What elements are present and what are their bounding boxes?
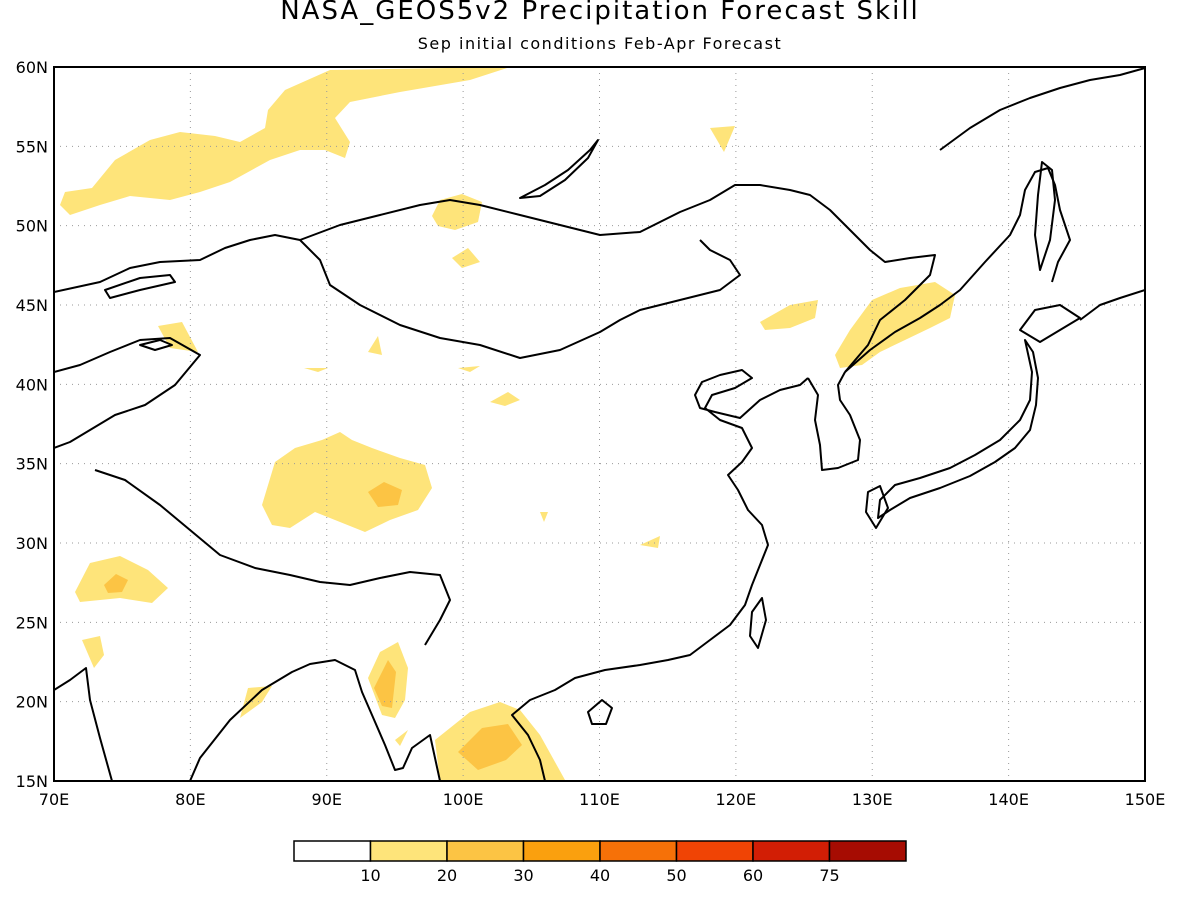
skill-patch (240, 686, 272, 718)
colorbar-level-label: 60 (743, 866, 763, 885)
colorbar-swatch (599, 840, 678, 862)
skill-patch (368, 336, 382, 355)
border-kazakhstan (54, 234, 301, 293)
colorbar-swatch (369, 840, 448, 862)
lake-baikal (519, 139, 599, 199)
island-hainan (587, 699, 613, 725)
coastlines-and-borders (54, 67, 1145, 781)
skill-patch (452, 248, 480, 268)
longitude-labels: 70E 80E 90E 100E 110E 120E 130E 140E 150E (39, 790, 1166, 809)
lat-tick-label: 30N (16, 534, 48, 553)
border-mongolia-south (299, 239, 741, 359)
colorbar-swatch (293, 840, 372, 862)
skill-patch (540, 512, 548, 522)
lake-issyk-kul (139, 339, 173, 351)
lat-tick-label: 25N (16, 613, 48, 632)
coastline-far-east (844, 167, 1071, 373)
island-honshu (877, 339, 1039, 519)
lon-tick-label: 80E (175, 790, 205, 809)
skill-region-tibet-plateau (262, 432, 432, 532)
colorbar-swatch (522, 840, 601, 862)
colorbar-swatch (828, 840, 907, 862)
skill-patch (490, 392, 520, 406)
island-hokkaido (1019, 304, 1081, 343)
border-china-mongolia (299, 184, 936, 373)
colorbar-level-label: 40 (590, 866, 610, 885)
colorbar-level-label: 50 (666, 866, 686, 885)
lat-tick-label: 35N (16, 455, 48, 474)
map-frame (53, 66, 1146, 782)
skill-patch (82, 636, 104, 668)
skill-patch (395, 730, 408, 746)
lat-tick-label: 55N (16, 137, 48, 156)
border-himalaya (94, 469, 451, 646)
skill-patch (158, 322, 198, 352)
skill-region-west-siberia-band (60, 67, 510, 215)
colorbar-swatch (446, 840, 525, 862)
lat-tick-label: 45N (16, 296, 48, 315)
lon-tick-label: 90E (312, 790, 342, 809)
colorbar-swatch (752, 840, 831, 862)
lat-tick-label: 40N (16, 375, 48, 394)
colorbar-level-label: 75 (819, 866, 839, 885)
lon-tick-label: 120E (716, 790, 757, 809)
skill-patch (304, 368, 328, 372)
lon-tick-label: 100E (443, 790, 484, 809)
border-central-asia (54, 337, 201, 449)
skill-region-india-northwest-core (104, 574, 128, 593)
coastline-indochina-china (511, 369, 809, 781)
island-kyushu (865, 485, 889, 529)
island-taiwan (749, 597, 767, 649)
skill-region-indochina-core (458, 724, 522, 770)
lake-balkhash (104, 274, 176, 299)
skill-region-northeast-china (835, 282, 955, 368)
skill-patch (458, 366, 480, 372)
skill-region-inner-mongolia-east (760, 300, 818, 330)
map-title: NASA_GEOS5v2 Precipitation Forecast Skil… (280, 0, 920, 26)
lat-tick-label: 50N (16, 217, 48, 236)
lon-tick-label: 150E (1125, 790, 1166, 809)
lat-tick-label: 20N (16, 693, 48, 712)
kuril-islands (1079, 289, 1145, 321)
colorbar-swatch (675, 840, 754, 862)
skill-patch (710, 126, 735, 152)
colorbar: 10 20 30 40 50 60 75 (293, 840, 907, 885)
coastline-korea (807, 371, 861, 471)
lon-tick-label: 70E (39, 790, 69, 809)
skill-region-north-mongolia-patch (432, 194, 482, 230)
coastline-okhotsk (939, 67, 1145, 151)
lat-tick-label: 15N (16, 772, 48, 791)
coastline-south-asia (54, 659, 441, 781)
map-subtitle: Sep initial conditions Feb-Apr Forecast (417, 34, 783, 53)
lat-tick-label: 60N (16, 58, 48, 77)
skill-region-myanmar-core (374, 660, 396, 708)
colorbar-level-label: 10 (360, 866, 380, 885)
skill-patch (640, 536, 660, 548)
colorbar-level-label: 20 (437, 866, 457, 885)
island-sakhalin (1034, 161, 1056, 271)
lon-tick-label: 140E (988, 790, 1029, 809)
skill-shading (60, 67, 955, 781)
colorbar-level-label: 30 (513, 866, 533, 885)
lon-tick-label: 110E (579, 790, 620, 809)
latitude-labels: 15N 20N 25N 30N 35N 40N 45N 50N 55N 60N (16, 58, 48, 791)
lon-tick-label: 130E (852, 790, 893, 809)
skill-region-tibet-core (368, 482, 402, 507)
